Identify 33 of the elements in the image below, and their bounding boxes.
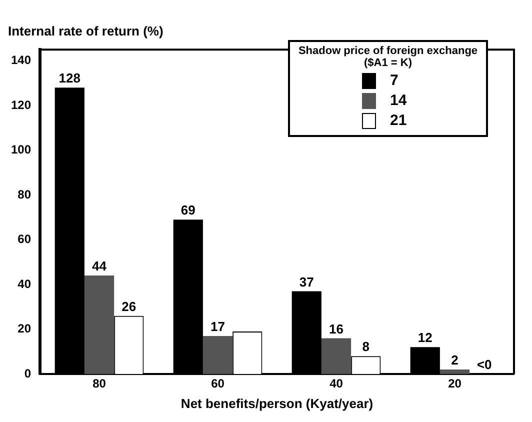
data-label: 8 (362, 339, 370, 354)
data-label: 128 (58, 70, 80, 86)
data-label: 16 (329, 321, 344, 336)
legend-label: 21 (390, 112, 408, 129)
data-label: 44 (92, 258, 108, 274)
x-tick-label: 80 (92, 376, 106, 391)
y-tick-label: 80 (18, 187, 32, 202)
y-axis-title: Internal rate of return (%) (8, 23, 164, 38)
text: <0 (476, 357, 492, 372)
legend-title: Shadow price of foreign exchange ($A1 = K) (298, 45, 478, 69)
y-tick-label: 100 (10, 142, 32, 157)
y-tick-label: 120 (10, 98, 32, 112)
x-axis-title: Net benefits/person (Kyat/year) (180, 396, 374, 411)
y-tick-label: 0 (24, 366, 32, 380)
y-tick-label: 40 (18, 276, 32, 291)
y-tick-label: 20 (18, 322, 32, 336)
x-tick-label: 60 (211, 376, 225, 391)
data-label: 12 (418, 330, 432, 346)
bar (202, 336, 233, 374)
bar (84, 276, 114, 374)
data-label: 17 (210, 319, 225, 334)
x-tick-label: 20 (448, 376, 462, 391)
data-label: 2 (451, 352, 458, 368)
data-label: 37 (299, 274, 314, 290)
y-tick-label: 140 (10, 53, 32, 68)
data-label: 69 (180, 202, 196, 218)
legend-label: 14 (390, 92, 408, 109)
bar (440, 370, 470, 374)
legend-label: 7 (390, 72, 400, 89)
x-tick-label: 40 (330, 376, 344, 391)
data-label: 26 (122, 298, 136, 314)
bar (321, 338, 352, 374)
y-tick-label: 60 (18, 232, 32, 246)
